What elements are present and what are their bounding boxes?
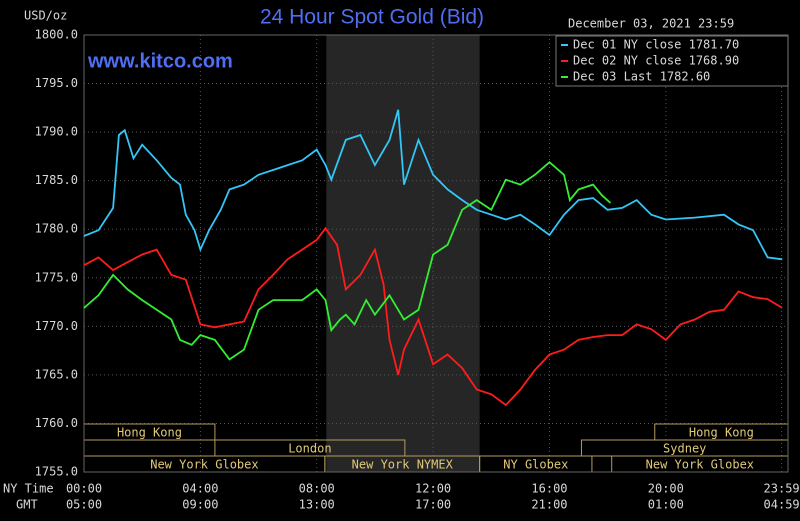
session-label: Sydney bbox=[663, 442, 706, 456]
x2-axis-label: GMT bbox=[16, 498, 38, 512]
legend-box bbox=[555, 35, 789, 87]
y-tick-label: 1775.0 bbox=[35, 270, 78, 284]
shaded-region bbox=[326, 35, 480, 472]
x-tick-label: 04:00 bbox=[182, 482, 218, 496]
session-label: NY Globex bbox=[503, 458, 568, 472]
session-label: Hong Kong bbox=[117, 426, 182, 440]
series-line bbox=[83, 226, 783, 407]
y-tick-label: 1800.0 bbox=[35, 28, 78, 42]
y-tick-label: 1765.0 bbox=[35, 367, 78, 381]
legend-label: Dec 01 NY close 1781.70 bbox=[573, 38, 739, 52]
x-tick-label: 16:00 bbox=[531, 482, 567, 496]
legend-label: Dec 03 Last 1782.60 bbox=[573, 70, 710, 84]
x-tick-label: 20:00 bbox=[648, 482, 684, 496]
legend-label: Dec 02 NY close 1768.90 bbox=[573, 54, 739, 68]
y-tick-label: 1795.0 bbox=[35, 76, 78, 90]
x-tick-label: 23:59 bbox=[764, 482, 800, 496]
session-label: London bbox=[288, 442, 331, 456]
chart-title: 24 Hour Spot Gold (Bid) bbox=[260, 6, 484, 29]
session-label: New York Globex bbox=[646, 458, 754, 472]
session-label: New York NYMEX bbox=[352, 458, 454, 472]
x2-tick-label: 09:00 bbox=[182, 498, 218, 512]
y-axis-label: USD/oz bbox=[24, 9, 67, 23]
x2-tick-label: 13:00 bbox=[299, 498, 335, 512]
chart-date: December 03, 2021 23:59 bbox=[568, 17, 734, 31]
series-line bbox=[83, 109, 783, 261]
y-tick-label: 1790.0 bbox=[35, 125, 78, 139]
x-tick-label: 00:00 bbox=[66, 482, 102, 496]
x2-tick-label: 17:00 bbox=[415, 498, 451, 512]
x2-tick-label: 04:59 bbox=[764, 498, 800, 512]
x2-tick-label: 01:00 bbox=[648, 498, 684, 512]
x2-tick-label: 21:00 bbox=[531, 498, 567, 512]
x2-tick-label: 05:00 bbox=[66, 498, 102, 512]
session-label: New York Globex bbox=[150, 458, 258, 472]
x-axis-label: NY Time bbox=[3, 482, 54, 496]
y-tick-label: 1785.0 bbox=[35, 173, 78, 187]
x-tick-label: 12:00 bbox=[415, 482, 451, 496]
session-label: Hong Kong bbox=[689, 426, 754, 440]
series-line bbox=[83, 161, 612, 361]
y-tick-label: 1770.0 bbox=[35, 319, 78, 333]
y-tick-label: 1780.0 bbox=[35, 222, 78, 236]
y-tick-label: 1755.0 bbox=[35, 465, 78, 479]
source-url: www.kitco.com bbox=[87, 50, 233, 72]
x-tick-label: 08:00 bbox=[299, 482, 335, 496]
y-tick-label: 1760.0 bbox=[35, 416, 78, 430]
plot-border bbox=[83, 34, 789, 473]
